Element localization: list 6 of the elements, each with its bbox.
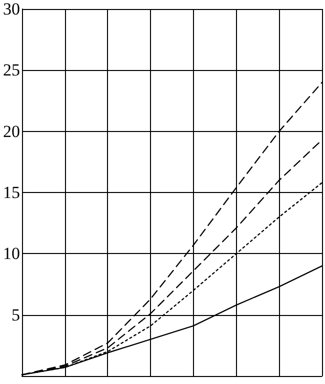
y-tick-label: 15 <box>3 183 20 202</box>
y-tick-label: 20 <box>3 122 20 141</box>
y-tick-label: 10 <box>3 244 20 264</box>
y-tick-label: 5 <box>12 305 20 324</box>
y-tick-label: 25 <box>3 60 20 80</box>
y-tick-label: 30 <box>3 0 20 18</box>
